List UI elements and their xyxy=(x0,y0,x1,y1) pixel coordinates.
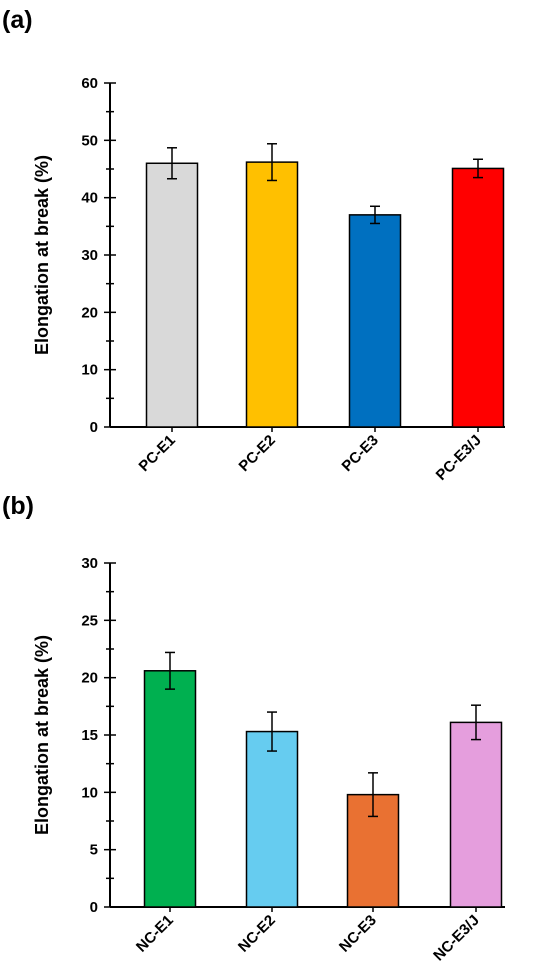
bar-pc-e2 xyxy=(245,161,299,428)
y-tick-label-a: 50 xyxy=(81,132,98,149)
y-tick-label-b: 20 xyxy=(81,670,98,687)
y-tick-label-a: 40 xyxy=(81,190,98,207)
x-tick-label: NC-E3/J xyxy=(430,912,483,965)
y-tick-label-a: 10 xyxy=(81,362,98,379)
chart-panel-a: (a) Elongation at break (%) 0 10 20 30 40 50 6… xyxy=(2,6,505,484)
x-tick-label: PC-E1 xyxy=(136,432,179,475)
y-tick-label-b: 25 xyxy=(81,612,98,629)
x-tick-label: NC-E1 xyxy=(133,912,177,956)
y-axis-title-a: Elongation at break (%) xyxy=(32,155,52,355)
y-tick-label-a: 20 xyxy=(81,304,98,321)
bar-nc-e2 xyxy=(245,730,299,908)
y-tick-label-a: 30 xyxy=(81,247,98,264)
x-tick-label: NC-E2 xyxy=(235,912,279,956)
bar-pc-e3 xyxy=(348,214,402,428)
bar-pc-e1 xyxy=(145,162,199,428)
x-tick-label: PC-E3/J xyxy=(433,432,485,484)
x-tick-label: PC-E2 xyxy=(236,432,279,475)
y-tick-label-b: 10 xyxy=(81,784,98,801)
y-tick-label-b: 30 xyxy=(81,555,98,572)
y-axis-title-b: Elongation at break (%) xyxy=(32,635,52,835)
panel-label-b: (b) xyxy=(2,492,34,520)
y-tick-label-b: 5 xyxy=(90,842,98,859)
bar-nc-e3-j xyxy=(449,721,503,908)
bar-nc-e1 xyxy=(143,670,197,908)
bar-nc-e3 xyxy=(346,793,400,908)
bar-pc-e3-j xyxy=(451,167,505,428)
x-tick-label: NC-E3 xyxy=(336,912,380,956)
y-tick-label-b: 0 xyxy=(90,899,98,916)
y-tick-label-a: 0 xyxy=(90,419,98,436)
chart-panel-b: (b) Elongation at break (%) 0 5 10 15 20 25 30… xyxy=(2,492,505,965)
y-tick-label-a: 60 xyxy=(81,75,98,92)
y-tick-label-b: 15 xyxy=(81,727,98,744)
panel-label-a: (a) xyxy=(2,6,33,34)
x-tick-label: PC-E3 xyxy=(339,432,382,475)
